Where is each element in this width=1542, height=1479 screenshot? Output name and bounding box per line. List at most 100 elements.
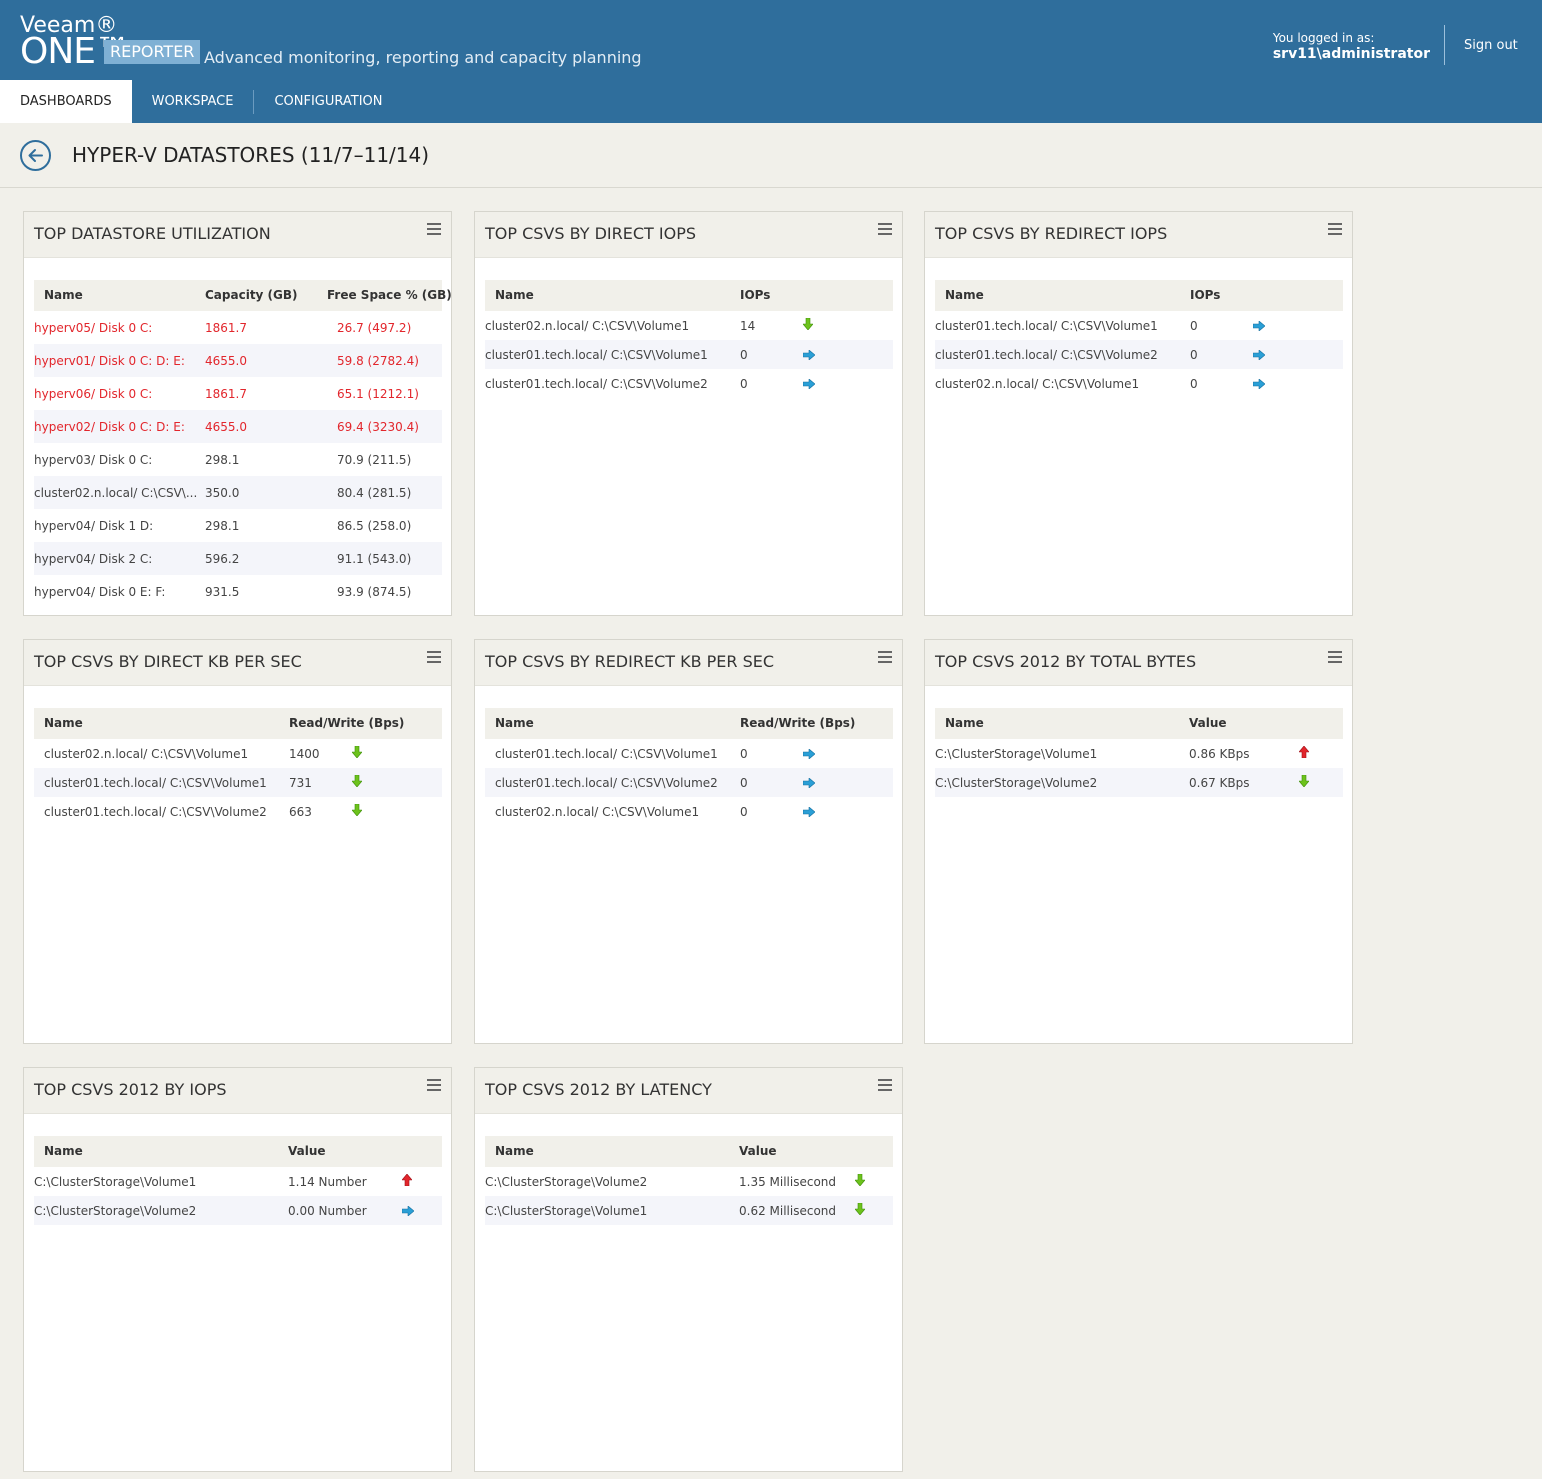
table-row[interactable]: hyperv02/ Disk 0 C: D: E: 4655.0 69.4 (323…: [34, 410, 442, 443]
table-row[interactable]: cluster01.tech.local/ C:\CSV\Volume1 0: [485, 340, 893, 369]
sign-out-link[interactable]: Sign out: [1464, 38, 1518, 53]
column-header[interactable]: Read/Write (Bps): [740, 716, 856, 730]
cell-name: hyperv02/ Disk 0 C: D: E:: [34, 420, 185, 434]
table-row[interactable]: hyperv01/ Disk 0 C: D: E: 4655.0 59.8 (278…: [34, 344, 442, 377]
main-nav: DASHBOARDS WORKSPACE CONFIGURATION: [0, 80, 403, 123]
logo-veeam-text: Veeam®: [20, 13, 118, 38]
user-info: You logged in as: srv11\administrator: [1273, 31, 1430, 63]
cell-name: C:\ClusterStorage\Volume2: [935, 776, 1098, 790]
trend-right-arrow-icon: [1252, 349, 1266, 363]
column-header[interactable]: Name: [495, 716, 534, 730]
column-header[interactable]: Name: [44, 288, 83, 302]
column-header[interactable]: Value: [288, 1144, 326, 1158]
widget-top-csvs-by-direct-iops: TOP CSVS BY DIRECT IOPS Name IOPs cluster02…: [474, 211, 903, 616]
hamburger-menu-icon[interactable]: [427, 651, 441, 663]
back-button[interactable]: [20, 140, 51, 171]
table-row[interactable]: cluster02.n.local/ C:\CSV\Volume1 0: [485, 797, 893, 826]
table-header: Name IOPs: [485, 280, 893, 311]
column-header[interactable]: Name: [495, 288, 534, 302]
cell-value: 731: [289, 776, 312, 790]
table-row[interactable]: hyperv06/ Disk 0 C: 1861.7 65.1 (1212.1): [34, 377, 442, 410]
data-table: Name Read/Write (Bps) cluster01.tech.local…: [485, 708, 893, 826]
cell-name: C:\ClusterStorage\Volume1: [485, 1204, 648, 1218]
table-row[interactable]: hyperv04/ Disk 0 E: F: 931.5 93.9 (874.5): [34, 575, 442, 608]
cell-name: cluster01.tech.local/ C:\CSV\Volume2: [935, 348, 1158, 362]
table-row[interactable]: cluster01.tech.local/ C:\CSV\Volume2 0: [935, 340, 1343, 369]
cell-value: 1861.7: [205, 321, 247, 335]
cell-name: cluster01.tech.local/ C:\CSV\Volume2: [495, 776, 718, 790]
tab-dashboards[interactable]: DASHBOARDS: [0, 80, 132, 123]
tab-workspace[interactable]: WORKSPACE: [151, 94, 234, 109]
cell-value: 0.62 Millisecond: [739, 1204, 837, 1218]
cell-value: 0: [740, 348, 748, 362]
widget-top-csvs-2012-by-iops: TOP CSVS 2012 BY IOPS Name Value C:\Cluster…: [23, 1067, 452, 1472]
trend-right-arrow-icon: [802, 777, 816, 791]
column-header[interactable]: Name: [495, 1144, 534, 1158]
widget-header: TOP CSVS BY REDIRECT KB PER SEC: [475, 640, 902, 686]
table-row[interactable]: C:\ClusterStorage\Volume2 0.67 KBps: [935, 768, 1343, 797]
trend-down-arrow-icon: [854, 1173, 866, 1189]
cell-value: 596.2: [205, 552, 240, 566]
cell-value: 298.1: [205, 519, 240, 533]
widget-header: TOP CSVS 2012 BY IOPS: [24, 1068, 451, 1114]
column-header[interactable]: Value: [1189, 716, 1227, 730]
hamburger-menu-icon[interactable]: [1328, 223, 1342, 235]
table-row[interactable]: cluster01.tech.local/ C:\CSV\Volume2 0: [485, 369, 893, 398]
table-row[interactable]: hyperv04/ Disk 2 C: 596.2 91.1 (543.0): [34, 542, 442, 575]
table-row[interactable]: C:\ClusterStorage\Volume1 0.86 KBps: [935, 739, 1343, 768]
cell-name: hyperv03/ Disk 0 C:: [34, 453, 153, 467]
column-header[interactable]: Name: [945, 288, 984, 302]
column-header[interactable]: IOPs: [740, 288, 771, 302]
hamburger-menu-icon[interactable]: [878, 1079, 892, 1091]
table-row[interactable]: cluster02.n.local/ C:\CSV\Volume1 0: [935, 369, 1343, 398]
widget-top-csvs-by-redirect-iops: TOP CSVS BY REDIRECT IOPS Name IOPs cluster…: [924, 211, 1353, 616]
table-row[interactable]: cluster02.n.local/ C:\CSV\Volume1 14: [485, 311, 893, 340]
table-row[interactable]: cluster01.tech.local/ C:\CSV\Volume1 0: [935, 311, 1343, 340]
trend-up-arrow-icon: [401, 1173, 413, 1189]
trend-up-arrow-icon: [1298, 745, 1310, 761]
table-row[interactable]: cluster01.tech.local/ C:\CSV\Volume2 0: [485, 768, 893, 797]
hamburger-menu-icon[interactable]: [427, 223, 441, 235]
column-header[interactable]: Name: [945, 716, 984, 730]
cell-value: 0: [1190, 348, 1198, 362]
cell-name: cluster01.tech.local/ C:\CSV\Volume1: [44, 776, 267, 790]
column-header[interactable]: Name: [44, 1144, 83, 1158]
table-row[interactable]: hyperv03/ Disk 0 C: 298.1 70.9 (211.5): [34, 443, 442, 476]
cell-value: 1.35 Millisecond: [739, 1175, 837, 1189]
table-row[interactable]: C:\ClusterStorage\Volume2 1.35 Millisecon…: [485, 1167, 893, 1196]
table-row[interactable]: cluster01.tech.local/ C:\CSV\Volume1 731: [34, 768, 442, 797]
column-header[interactable]: Read/Write (Bps): [289, 716, 405, 730]
table-row[interactable]: C:\ClusterStorage\Volume1 1.14 Number: [34, 1167, 442, 1196]
column-header[interactable]: Name: [44, 716, 83, 730]
widget-title: TOP CSVS BY REDIRECT IOPS: [935, 224, 1168, 243]
logged-in-username: srv11\administrator: [1272, 46, 1430, 62]
column-header[interactable]: Capacity (GB): [205, 288, 298, 302]
cell-value: 26.7 (497.2): [337, 321, 412, 335]
table-row[interactable]: cluster02.n.local/ C:\CSV\Volume1 1400: [34, 739, 442, 768]
data-table: Name Value C:\ClusterStorage\Volume2 1.35 M…: [485, 1136, 893, 1225]
column-header[interactable]: Value: [739, 1144, 777, 1158]
page-title-bar: HYPER-V DATASTORES (11/7–11/14): [0, 123, 1542, 188]
trend-down-arrow-icon: [1298, 774, 1310, 790]
table-row[interactable]: hyperv04/ Disk 1 D: 298.1 86.5 (258.0): [34, 509, 442, 542]
widget-top-datastore-utilization: TOP DATASTORE UTILIZATION Name Capacity (G…: [23, 211, 452, 616]
hamburger-menu-icon[interactable]: [427, 1079, 441, 1091]
trend-down-arrow-icon: [351, 745, 363, 761]
column-header[interactable]: Free Space % (GB): [327, 288, 452, 302]
tagline: Advanced monitoring, reporting and capac…: [204, 48, 642, 67]
table-row[interactable]: C:\ClusterStorage\Volume2 0.00 Number: [34, 1196, 442, 1225]
hamburger-menu-icon[interactable]: [878, 651, 892, 663]
hamburger-menu-icon[interactable]: [1328, 651, 1342, 663]
cell-value: 70.9 (211.5): [337, 453, 412, 467]
table-row[interactable]: hyperv05/ Disk 0 C: 1861.7 26.7 (497.2): [34, 311, 442, 344]
table-row[interactable]: C:\ClusterStorage\Volume1 0.62 Millisecon…: [485, 1196, 893, 1225]
data-table: Name Value C:\ClusterStorage\Volume1 0.86 K…: [935, 708, 1343, 797]
column-header[interactable]: IOPs: [1190, 288, 1221, 302]
trend-right-arrow-icon: [401, 1205, 415, 1219]
tab-configuration[interactable]: CONFIGURATION: [274, 94, 383, 109]
table-row[interactable]: cluster01.tech.local/ C:\CSV\Volume1 0: [485, 739, 893, 768]
table-row[interactable]: cluster02.n.local/ C:\CSV\... 350.0 80.4 (…: [34, 476, 442, 509]
table-row[interactable]: cluster01.tech.local/ C:\CSV\Volume2 663: [34, 797, 442, 826]
cell-value: 1861.7: [205, 387, 247, 401]
hamburger-menu-icon[interactable]: [878, 223, 892, 235]
